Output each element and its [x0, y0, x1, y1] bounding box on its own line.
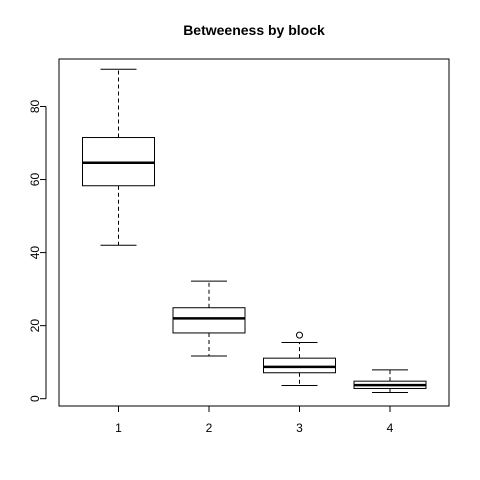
box-group-4 — [353, 369, 427, 393]
boxes-layer — [82, 68, 427, 393]
x-tick-label: 2 — [206, 421, 213, 435]
y-tick-label: 20 — [28, 319, 42, 333]
x-tick-label: 4 — [387, 421, 394, 435]
outlier-point — [296, 331, 303, 339]
plot-frame — [58, 58, 450, 407]
x-tick-label: 3 — [296, 421, 303, 435]
iqr-box — [172, 307, 246, 334]
y-tick-label: 40 — [28, 246, 42, 260]
y-tick-label: 0 — [28, 395, 42, 402]
y-axis: 0 20 40 60 80 — [28, 99, 47, 402]
y-tick-label: 80 — [28, 99, 42, 113]
box-group-1 — [82, 68, 155, 246]
box-group-2 — [172, 280, 246, 357]
box-group-3 — [263, 331, 336, 387]
x-tick-label: 1 — [115, 421, 122, 435]
x-axis: 1 2 3 4 — [115, 405, 394, 435]
iqr-box — [263, 357, 336, 374]
chart-title: Betweeness by block — [183, 22, 325, 38]
y-tick-label: 60 — [28, 173, 42, 187]
